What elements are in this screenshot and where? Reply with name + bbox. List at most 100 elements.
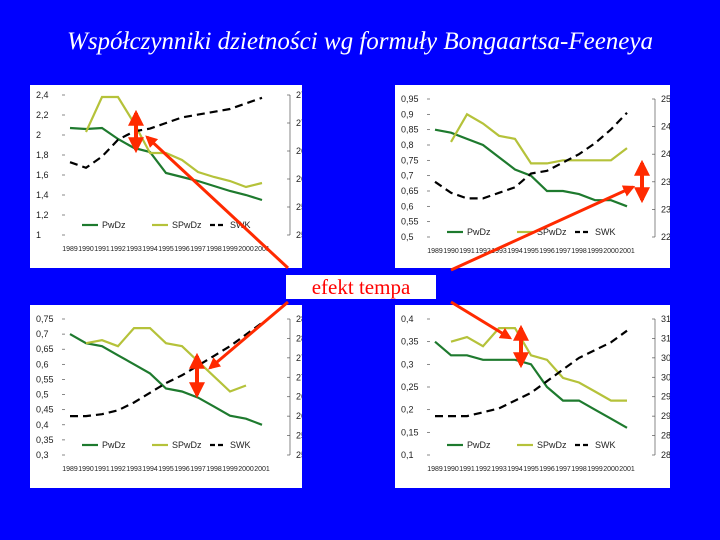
y2-tick-label: 25 <box>661 94 670 104</box>
series-line-pwdz <box>434 128 628 208</box>
y-tick-label: 1 <box>36 230 41 240</box>
y-tick-label: 0,6 <box>401 201 414 211</box>
y2-tick-label: 31,5 <box>661 314 670 324</box>
series-line-pwdz <box>69 333 263 426</box>
x-tick-label: 1991 <box>94 466 110 473</box>
y-tick-label: 0,75 <box>36 314 54 324</box>
y-tick-label: 2,4 <box>36 90 49 100</box>
x-tick-label: 2000 <box>238 246 254 253</box>
y-tick-label: 0,4 <box>36 420 49 430</box>
legend-label: SWK <box>230 440 251 450</box>
callout-pointer-arrow <box>450 185 636 272</box>
y-tick-label: 0,1 <box>401 450 414 460</box>
y2-tick-label: 29,5 <box>661 392 670 402</box>
chart-panel-top-right: 0,5 0,55 0,6 0,65 0,7 0,75 0,8 0,85 0,9 0,95 22,5 2… <box>395 85 670 268</box>
y2-tick-label: 24 <box>661 149 670 159</box>
x-tick-label: 1995 <box>158 466 174 473</box>
y2-tick-label: 27,5 <box>296 353 302 363</box>
y-tick-label: 2 <box>36 130 41 140</box>
y-tick-label: 0,7 <box>401 171 414 181</box>
y-tick-label: 0,4 <box>401 314 414 324</box>
y2-tick-label: 28,5 <box>661 431 670 441</box>
y2-tick-label: 23,5 <box>661 177 670 187</box>
legend-label: SWK <box>595 227 616 237</box>
legend-label: PwDz <box>467 227 491 237</box>
y-tick-label: 1,4 <box>36 190 49 200</box>
x-tick-label: 1995 <box>523 466 539 473</box>
x-tick-label: 1997 <box>190 246 206 253</box>
x-tick-label: 1999 <box>587 248 603 255</box>
legend-label: SWK <box>595 440 616 450</box>
y-tick-label: 0,3 <box>401 359 414 369</box>
series-line-pwdz <box>69 126 263 202</box>
y2-tick-label: 26,5 <box>296 146 302 156</box>
x-tick-label: 2001 <box>254 466 270 473</box>
legend-label: SPwDz <box>537 227 567 237</box>
legend-label: PwDz <box>467 440 491 450</box>
y-tick-label: 1,2 <box>36 210 49 220</box>
series-line-spwdz <box>85 327 247 393</box>
y2-tick-label: 24,5 <box>661 122 670 132</box>
x-tick-label: 1995 <box>523 248 539 255</box>
y2-tick-label: 28 <box>661 450 670 460</box>
y-tick-label: 0,2 <box>401 405 414 415</box>
x-tick-label: 1989 <box>427 248 443 255</box>
chart-panel-bottom-left: 0,3 0,35 0,4 0,45 0,5 0,55 0,6 0,65 0,7 0,75 25 25,… <box>30 305 302 488</box>
slide-title: Współczynniki dzietności wg formuły Bong… <box>67 28 653 55</box>
y2-tick-label: 25,5 <box>296 431 302 441</box>
x-tick-label: 1996 <box>539 466 555 473</box>
x-tick-label: 1993 <box>491 248 507 255</box>
x-tick-label: 1989 <box>62 246 78 253</box>
y2-tick-label: 31 <box>661 333 670 343</box>
x-tick-label: 1991 <box>459 466 475 473</box>
y2-tick-label: 29 <box>661 411 670 421</box>
x-tick-label: 1998 <box>571 466 587 473</box>
x-tick-label: 1993 <box>491 466 507 473</box>
legend-label: PwDz <box>102 440 126 450</box>
x-tick-label: 2000 <box>603 248 619 255</box>
x-tick-label: 1999 <box>222 466 238 473</box>
x-tick-label: 1997 <box>555 466 571 473</box>
y2-tick-label: 25 <box>296 230 302 240</box>
x-tick-label: 1994 <box>142 466 158 473</box>
x-tick-label: 1998 <box>571 248 587 255</box>
series-line-swk <box>434 112 628 200</box>
y-tick-label: 0,35 <box>36 435 54 445</box>
callout-pointer-arrow <box>450 300 513 340</box>
y-tick-label: 0,75 <box>401 155 419 165</box>
x-tick-label: 1996 <box>174 246 190 253</box>
y2-tick-label: 25,5 <box>296 202 302 212</box>
x-tick-label: 1990 <box>443 248 459 255</box>
y-tick-label: 0,9 <box>401 109 414 119</box>
y2-tick-label: 26 <box>296 411 302 421</box>
x-tick-label: 1991 <box>459 248 475 255</box>
legend-label: PwDz <box>102 220 126 230</box>
series-line-spwdz <box>450 112 628 165</box>
series-line-swk <box>69 96 263 170</box>
x-tick-label: 1989 <box>427 466 443 473</box>
x-tick-label: 1990 <box>443 466 459 473</box>
x-tick-label: 1994 <box>142 246 158 253</box>
y2-tick-label: 22,5 <box>661 232 670 242</box>
y-tick-label: 0,7 <box>36 329 49 339</box>
x-tick-label: 1992 <box>110 466 126 473</box>
x-tick-label: 2001 <box>619 248 635 255</box>
tempo-effect-label: efekt tempa <box>286 275 436 299</box>
x-tick-label: 1998 <box>206 246 222 253</box>
x-tick-label: 1997 <box>555 248 571 255</box>
x-tick-label: 1992 <box>475 466 491 473</box>
y-tick-label: 1,8 <box>36 150 49 160</box>
y-tick-label: 0,95 <box>401 94 419 104</box>
x-tick-label: 1993 <box>126 246 142 253</box>
y-tick-label: 0,35 <box>401 337 419 347</box>
y2-tick-label: 28,5 <box>296 314 302 324</box>
legend-label: SPwDz <box>172 220 202 230</box>
series-line-swk <box>435 329 628 418</box>
y-tick-label: 0,55 <box>36 374 54 384</box>
y2-tick-label: 27 <box>296 118 302 128</box>
x-tick-label: 1995 <box>158 246 174 253</box>
y-tick-label: 0,55 <box>401 217 419 227</box>
y-tick-label: 0,65 <box>401 186 419 196</box>
y2-tick-label: 25 <box>296 450 302 460</box>
y-tick-label: 0,15 <box>401 427 419 437</box>
